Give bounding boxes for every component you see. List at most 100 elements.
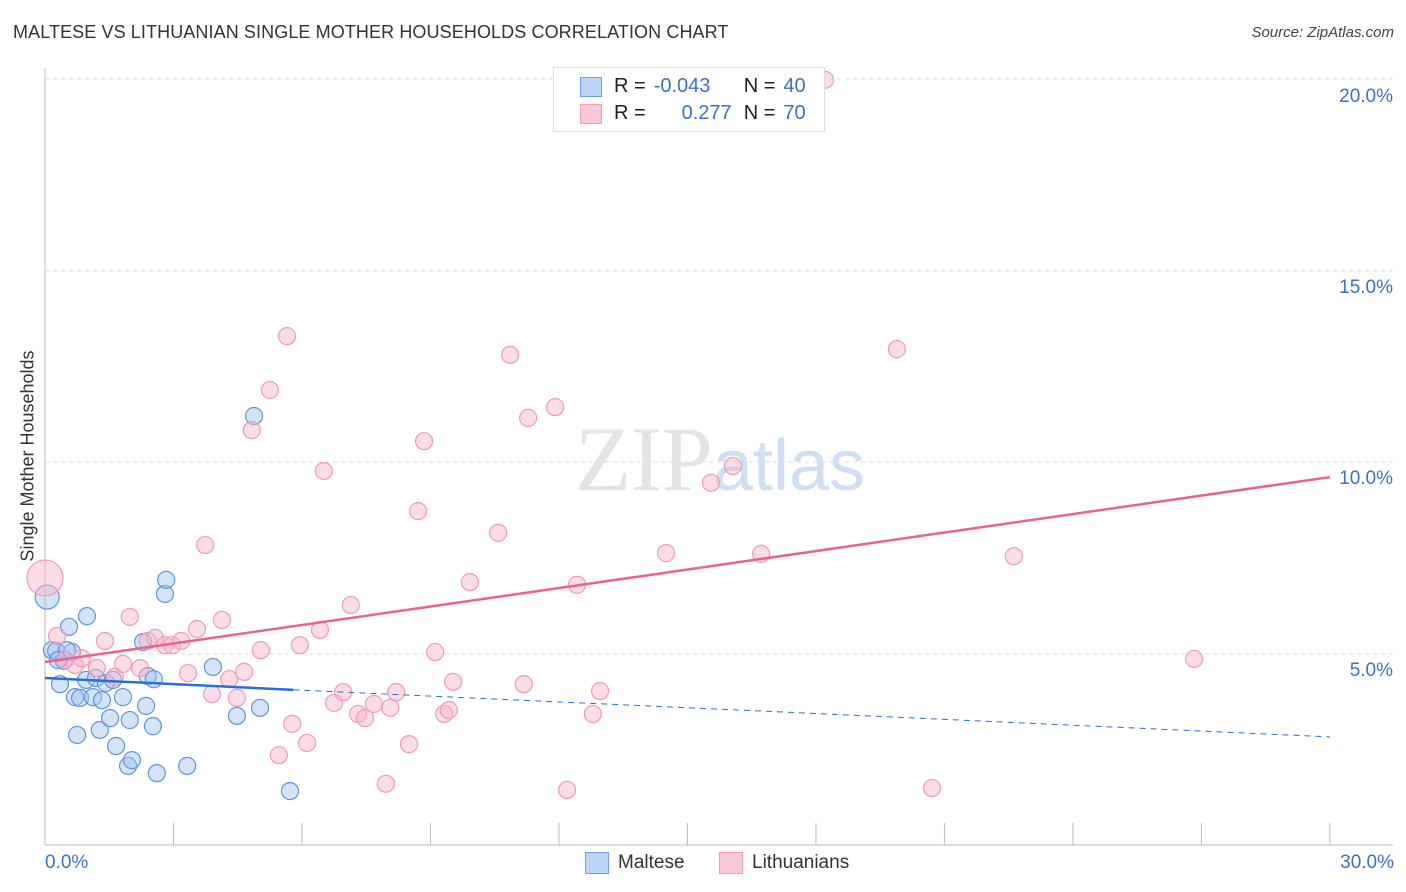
lithuanians-point [196, 535, 215, 555]
lithuanians-point [460, 573, 479, 592]
n-value: 40 [783, 75, 806, 97]
maltese-point [144, 670, 163, 689]
lithuanians-swatch [580, 103, 602, 124]
legend-row-lithuanians: R = 0.277 N = 70 [580, 102, 806, 125]
lithuanians-point [202, 684, 222, 704]
maltese-swatch [580, 76, 602, 97]
lithuanians-point [314, 461, 333, 481]
lithuanians-point [260, 380, 279, 400]
lithuanians-point [557, 780, 577, 800]
lithuanians-point [408, 501, 428, 521]
lithuanians-point [387, 683, 406, 702]
r-value: -0.043 [653, 75, 711, 97]
maltese-point [147, 764, 166, 783]
lithuanians-point [426, 642, 445, 662]
lithuanians-point [95, 631, 115, 651]
maltese-point [101, 709, 120, 728]
maltese-point [92, 691, 112, 710]
maltese-point [280, 781, 300, 801]
maltese-point [250, 698, 270, 717]
lithuanians-point [546, 398, 565, 417]
r-value: 0.277 [681, 102, 732, 124]
lithuanians-point [120, 607, 139, 627]
lithuanians-point [414, 432, 434, 451]
y-tick-label: 10.0% [1339, 468, 1393, 489]
correlation-legend: R = -0.043 N = 40 R = 0.277 N = 70 [553, 67, 825, 132]
lithuanians-swatch [719, 852, 743, 874]
lithuanians-point [376, 774, 396, 793]
x-tick-label: 30.0% [1340, 852, 1394, 873]
maltese-trend-line [44, 676, 294, 692]
maltese-point [90, 720, 109, 740]
lithuanians-point [583, 704, 602, 724]
lithuanians-point [130, 658, 150, 678]
lithuanians-point [501, 345, 520, 364]
maltese-point [122, 751, 142, 770]
lithuanians-point [489, 523, 508, 542]
lithuanians-trend-line [44, 475, 1331, 664]
maltese-point [227, 706, 246, 725]
lithuanians-point [220, 670, 239, 689]
maltese-point [136, 696, 156, 716]
lithuanians-point [26, 559, 64, 597]
lithuanians-point [277, 327, 297, 346]
legend-item-maltese[interactable]: Maltese [585, 852, 685, 874]
x-tick-label: 0.0% [45, 852, 89, 873]
lithuanians-point [178, 663, 198, 683]
n-label: N = [743, 75, 776, 97]
maltese-point [106, 736, 126, 756]
lithuanians-point [399, 735, 419, 754]
lithuanians-point [723, 456, 742, 476]
lithuanians-point [1185, 649, 1204, 669]
lithuanians-point [87, 658, 106, 678]
lithuanians-point [355, 709, 375, 728]
lithuanians-point [227, 688, 246, 707]
y-tick-label: 20.0% [1339, 86, 1393, 107]
lithuanians-point [381, 698, 400, 717]
lithuanians-point [269, 746, 288, 765]
lithuanians-point [444, 672, 463, 691]
lithuanians-point [251, 641, 270, 660]
maltese-point [77, 607, 97, 626]
n-label: N = [743, 102, 776, 124]
r-label: R = [614, 102, 646, 124]
gridlines [45, 78, 1393, 655]
maltese-point [71, 688, 90, 707]
maltese-point [59, 617, 79, 636]
lithuanians-point [242, 421, 261, 440]
y-tick-label: 15.0% [1339, 277, 1393, 298]
lithuanians-point [656, 544, 676, 563]
lithuanians-point [290, 636, 309, 655]
maltese-point [113, 688, 133, 707]
x-ticks [172, 823, 1331, 845]
lithuanians-point [922, 778, 942, 798]
legend-label: Maltese [618, 852, 685, 873]
maltese-point [244, 406, 264, 426]
source-label: Source: ZipAtlas.com [1251, 24, 1394, 41]
maltese-point [65, 688, 85, 707]
lithuanians-point [590, 681, 610, 701]
lithuanians-point [283, 714, 302, 733]
y-tick-label: 5.0% [1349, 660, 1393, 681]
legend-item-lithuanians[interactable]: Lithuanians [719, 852, 849, 874]
lithuanians-point [113, 654, 133, 673]
lithuanians-point [439, 701, 458, 720]
maltese-point [157, 570, 176, 589]
r-label: R = [614, 75, 646, 97]
lithuanians-point [1004, 547, 1023, 566]
lithuanians-point [235, 662, 254, 682]
maltese-point [68, 725, 87, 745]
maltese-point [120, 710, 139, 730]
legend-label: Lithuanians [752, 852, 850, 873]
maltese-point [143, 717, 163, 736]
maltese-point [34, 584, 60, 610]
maltese-trend-extension [293, 689, 1330, 738]
lithuanians-point [519, 408, 538, 427]
legend-row-maltese: R = -0.043 N = 40 [580, 75, 806, 98]
lithuanians-point [47, 626, 67, 646]
maltese-swatch [585, 852, 609, 874]
watermark: ZIPatlas [575, 408, 865, 510]
lithuanians-point [298, 733, 317, 753]
